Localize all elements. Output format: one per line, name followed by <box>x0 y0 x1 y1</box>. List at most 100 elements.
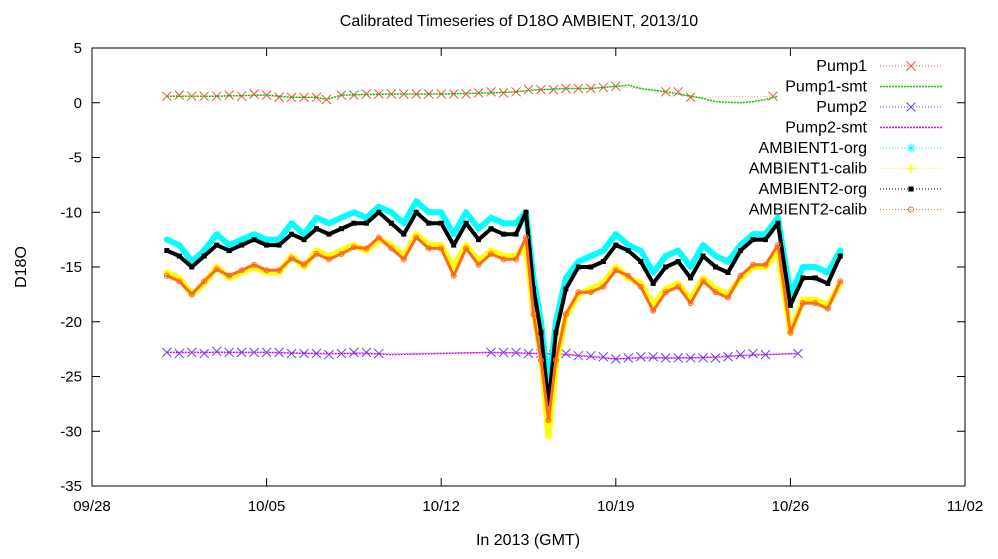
data-point <box>451 242 457 248</box>
data-point <box>774 214 781 221</box>
data-point <box>299 92 309 103</box>
legend-marker <box>906 102 916 112</box>
data-point <box>725 258 732 265</box>
data-point <box>501 231 507 237</box>
data-point <box>537 357 544 364</box>
data-point <box>263 236 270 243</box>
data-point <box>376 209 382 215</box>
data-point <box>324 349 334 360</box>
data-point <box>251 237 257 243</box>
data-point <box>251 231 258 238</box>
data-point <box>650 280 656 286</box>
data-point <box>251 261 258 268</box>
data-point <box>735 349 746 360</box>
data-point <box>349 90 359 100</box>
data-point <box>511 86 521 97</box>
data-point <box>530 286 536 292</box>
data-point <box>388 245 395 252</box>
data-point <box>311 92 322 103</box>
data-point <box>561 348 571 359</box>
data-point <box>363 245 370 252</box>
data-point <box>712 253 719 260</box>
y-tick-label: -25 <box>60 369 82 386</box>
data-point <box>768 91 778 102</box>
y-axis: -35 -30 -25 -20 -15 -10 -5 0 5 <box>60 40 965 495</box>
data-point <box>475 261 482 268</box>
legend-label: AMBIENT2-org <box>759 181 867 198</box>
data-point <box>648 351 659 362</box>
data-point <box>737 272 744 279</box>
data-point <box>635 351 646 362</box>
data-point <box>825 280 831 286</box>
data-point <box>236 91 247 102</box>
series-line-ambient2-calib <box>165 235 842 422</box>
data-point <box>450 264 457 270</box>
series-line-ambient1-org <box>163 198 844 391</box>
data-point <box>163 272 170 279</box>
legend-label: AMBIENT1-calib <box>749 161 867 178</box>
data-point <box>575 258 582 265</box>
data-point <box>675 283 682 290</box>
data-point <box>562 274 569 281</box>
data-point <box>545 401 551 407</box>
data-point <box>213 266 220 273</box>
legend-label: Pump1-smt <box>785 79 867 96</box>
data-point <box>224 90 235 100</box>
data-point <box>688 275 694 281</box>
data-point <box>687 264 694 270</box>
data-point <box>587 289 594 296</box>
data-point <box>513 231 519 237</box>
data-point <box>301 261 308 268</box>
data-point <box>787 329 794 336</box>
data-point <box>663 264 669 270</box>
data-point <box>545 433 552 440</box>
data-point <box>523 84 534 95</box>
data-point <box>698 353 708 363</box>
data-point <box>725 294 732 301</box>
data-point <box>586 350 596 361</box>
data-point <box>400 220 407 227</box>
data-point <box>426 220 432 226</box>
data-point <box>438 209 445 216</box>
data-point <box>749 261 756 268</box>
data-point <box>425 245 432 252</box>
data-point <box>226 272 233 279</box>
data-point <box>600 247 607 254</box>
data-point <box>438 220 444 226</box>
data-point <box>625 272 632 279</box>
data-point <box>238 236 245 243</box>
data-point <box>288 255 295 262</box>
data-point <box>700 242 707 249</box>
data-point <box>450 272 457 279</box>
y-tick-label: -20 <box>60 314 82 331</box>
data-point <box>738 248 744 254</box>
data-point <box>762 237 768 243</box>
series-line-pump2-smt <box>166 351 798 360</box>
data-point <box>463 209 470 216</box>
data-point <box>413 234 420 241</box>
legend-marker <box>906 143 916 153</box>
data-point <box>351 220 357 226</box>
data-point <box>610 354 621 364</box>
legend-marker <box>908 206 914 213</box>
series-line-pump1-smt <box>166 84 779 104</box>
y-tick-label: 5 <box>74 40 82 57</box>
data-point <box>748 348 758 359</box>
data-point <box>375 203 382 210</box>
data-point <box>189 264 195 270</box>
data-point <box>313 226 319 232</box>
data-point <box>575 289 582 296</box>
data-point <box>338 214 345 221</box>
y-tick-label: 0 <box>74 95 82 112</box>
data-point <box>800 275 806 281</box>
series-ambient2-calib <box>163 234 844 424</box>
data-point <box>837 253 843 259</box>
data-point <box>523 209 529 215</box>
data-point <box>425 209 432 216</box>
data-point <box>675 259 681 265</box>
data-point <box>513 256 520 263</box>
data-point <box>799 264 806 270</box>
data-point <box>600 259 606 265</box>
data-point <box>239 242 245 248</box>
series-pump2 <box>161 346 803 364</box>
